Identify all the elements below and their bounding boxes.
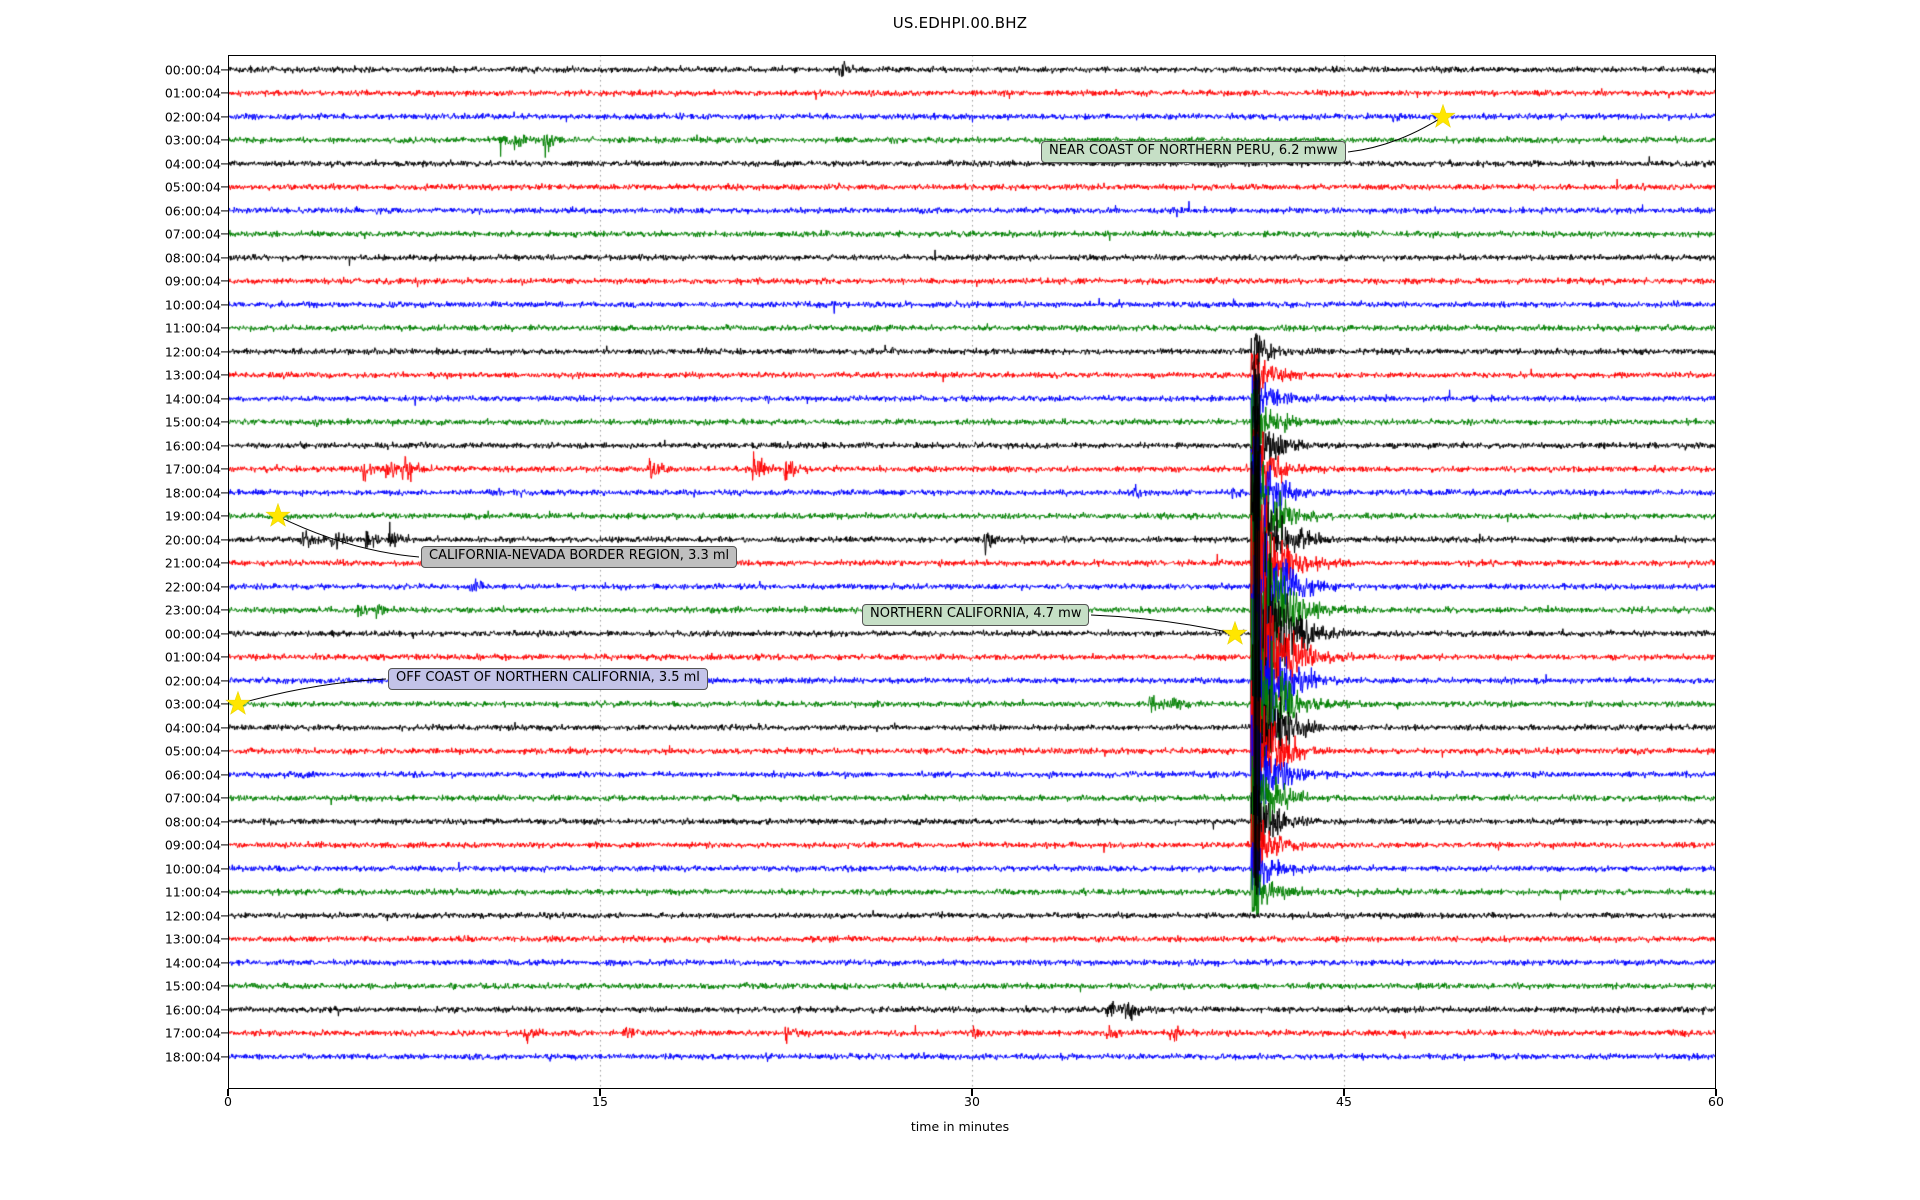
y-axis-tick-label: 21:00:04 <box>164 555 221 571</box>
y-axis-tick-label: 18:00:04 <box>164 485 221 501</box>
y-axis-tick-label: 08:00:04 <box>164 250 221 266</box>
y-axis-tick-label: 08:00:04 <box>164 814 221 830</box>
y-axis-tick-label: 12:00:04 <box>164 344 221 360</box>
y-axis-tick-label: 11:00:04 <box>164 884 221 900</box>
y-axis-tick-label: 10:00:04 <box>164 297 221 313</box>
seismogram-trace-canvas <box>228 55 1716 1089</box>
x-axis-tick-label: 0 <box>224 1094 232 1109</box>
y-axis-tick-label: 05:00:04 <box>164 743 221 759</box>
y-axis-tick-label: 03:00:04 <box>164 132 221 148</box>
y-axis-tick-label: 02:00:04 <box>164 673 221 689</box>
y-axis-tick-label: 09:00:04 <box>164 837 221 853</box>
x-axis-title: time in minutes <box>910 1119 1010 1134</box>
y-axis-tick-label: 00:00:04 <box>164 626 221 642</box>
plot-axes-frame <box>228 55 1716 1089</box>
y-axis-tick-label: 01:00:04 <box>164 85 221 101</box>
x-axis-tick-mark <box>1343 1089 1345 1096</box>
y-axis-tick-label: 17:00:04 <box>164 461 221 477</box>
x-axis-tick-label: 15 <box>592 1094 608 1109</box>
y-axis-tick-label: 07:00:04 <box>164 226 221 242</box>
y-axis-tick-label: 14:00:04 <box>164 955 221 971</box>
y-axis-tick-label: 04:00:04 <box>164 156 221 172</box>
y-axis-tick-label: 23:00:04 <box>164 602 221 618</box>
y-axis-tick-label: 06:00:04 <box>164 767 221 783</box>
y-axis-tick-label: 02:00:04 <box>164 109 221 125</box>
y-axis-tick-label: 11:00:04 <box>164 320 221 336</box>
y-axis-tick-label: 17:00:04 <box>164 1025 221 1041</box>
y-axis-tick-label: 15:00:04 <box>164 414 221 430</box>
x-axis-tick-mark <box>227 1089 229 1096</box>
y-axis-tick-label: 07:00:04 <box>164 790 221 806</box>
y-axis-tick-label: 19:00:04 <box>164 508 221 524</box>
y-axis-tick-label: 22:00:04 <box>164 579 221 595</box>
x-axis-tick-mark <box>971 1089 973 1096</box>
y-axis-tick-label: 20:00:04 <box>164 532 221 548</box>
y-axis-tick-label: 05:00:04 <box>164 179 221 195</box>
y-axis-tick-label: 12:00:04 <box>164 908 221 924</box>
y-axis-tick-label: 18:00:04 <box>164 1049 221 1065</box>
y-axis-tick-label: 14:00:04 <box>164 391 221 407</box>
x-axis-tick-label: 45 <box>1336 1094 1352 1109</box>
y-axis-tick-label: 00:00:04 <box>164 62 221 78</box>
y-axis-tick-label: 15:00:04 <box>164 978 221 994</box>
x-axis-tick-label: 30 <box>964 1094 980 1109</box>
y-axis-tick-label: 16:00:04 <box>164 1002 221 1018</box>
y-axis-tick-label: 13:00:04 <box>164 367 221 383</box>
x-axis-tick-mark <box>1715 1089 1717 1096</box>
x-axis-tick-mark <box>599 1089 601 1096</box>
y-axis-tick-label: 10:00:04 <box>164 861 221 877</box>
y-axis-tick-label: 16:00:04 <box>164 438 221 454</box>
y-axis-tick-label: 03:00:04 <box>164 696 221 712</box>
page-title: US.EDHPI.00.BHZ <box>892 14 1028 32</box>
y-axis-tick-label: 09:00:04 <box>164 273 221 289</box>
y-axis-tick-label: 13:00:04 <box>164 931 221 947</box>
y-axis-tick-label: 01:00:04 <box>164 649 221 665</box>
y-axis-tick-label: 06:00:04 <box>164 203 221 219</box>
x-axis-tick-label: 60 <box>1708 1094 1724 1109</box>
y-axis-tick-label: 04:00:04 <box>164 720 221 736</box>
